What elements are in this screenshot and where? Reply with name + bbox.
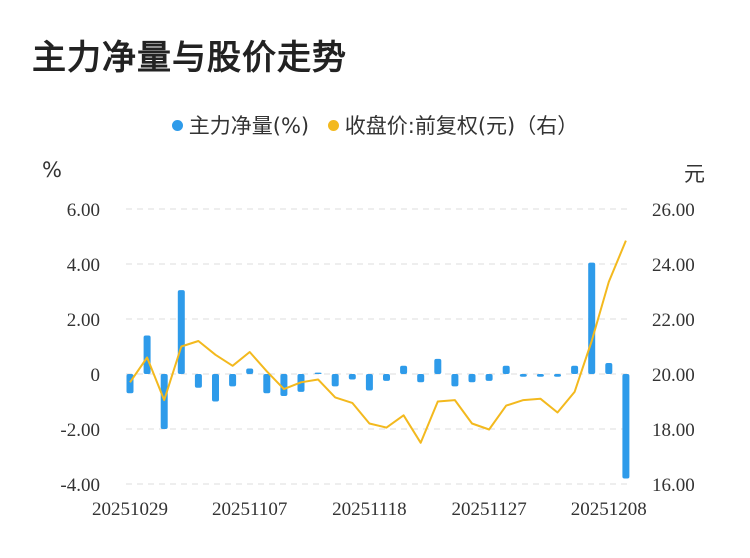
chart-legend: 主力净量(%) 收盘价:前复权(元)（右） (0, 110, 750, 140)
x-axis-tick-label: 20251029 (92, 499, 168, 520)
legend-label-net-volume: 主力净量(%) (188, 114, 310, 138)
bar (348, 374, 356, 380)
left-axis-tick-label: 4.00 (67, 255, 100, 276)
x-axis-tick-label: 20251127 (451, 499, 526, 520)
bar (263, 374, 271, 394)
bar (554, 374, 561, 377)
right-axis-unit: 元 (684, 162, 705, 186)
left-axis-tick-label: -2.00 (60, 420, 100, 441)
price-line (129, 240, 627, 444)
bar (177, 290, 185, 374)
right-axis-tick-label: 22.00 (652, 310, 695, 331)
legend-marker-close-price (327, 119, 339, 131)
legend-label-close-price: 收盘价:前复权(元)（右） (344, 114, 579, 138)
right-axis-tick-label: 24.00 (652, 255, 695, 276)
bar (280, 374, 288, 396)
bar (502, 365, 510, 374)
bar (451, 374, 459, 387)
bar (519, 374, 527, 377)
bar (212, 374, 219, 402)
legend-item-close-price[interactable]: 收盘价:前复权(元)（右） (327, 110, 579, 140)
bar (383, 374, 390, 381)
right-axis-tick-label: 18.00 (652, 420, 695, 441)
bar (194, 374, 202, 388)
bar (331, 374, 339, 387)
left-axis-tick-label: -4.00 (60, 475, 100, 496)
bar (485, 374, 493, 381)
left-axis-tick-label: 0 (91, 365, 101, 386)
left-axis-tick-label: 2.00 (67, 310, 100, 331)
bar (622, 374, 630, 479)
bar (571, 365, 579, 374)
chart-title: 主力净量与股价走势 (32, 38, 347, 78)
legend-marker-net-volume (171, 119, 183, 131)
x-axis-tick-label: 20251107 (212, 499, 287, 520)
bar (229, 374, 237, 387)
bar (588, 262, 596, 374)
bar (536, 374, 544, 377)
bar (365, 374, 373, 391)
bar (434, 358, 442, 374)
left-axis-unit: % (42, 158, 62, 182)
right-axis-tick-label: 20.00 (652, 365, 695, 386)
bar (246, 368, 254, 374)
right-axis-tick-label: 26.00 (652, 200, 695, 221)
bar (400, 365, 408, 374)
bar (417, 374, 425, 383)
legend-item-net-volume[interactable]: 主力净量(%) (171, 110, 310, 140)
right-axis-tick-label: 16.00 (652, 475, 695, 496)
bar (126, 374, 134, 394)
bar (468, 374, 476, 383)
left-axis-tick-label: 6.00 (67, 200, 100, 221)
bar (160, 374, 168, 429)
bar (314, 372, 322, 374)
bar (143, 335, 151, 374)
x-axis-tick-label: 20251208 (571, 499, 647, 520)
x-axis-tick-label: 20251118 (332, 499, 407, 520)
bar (605, 363, 613, 374)
